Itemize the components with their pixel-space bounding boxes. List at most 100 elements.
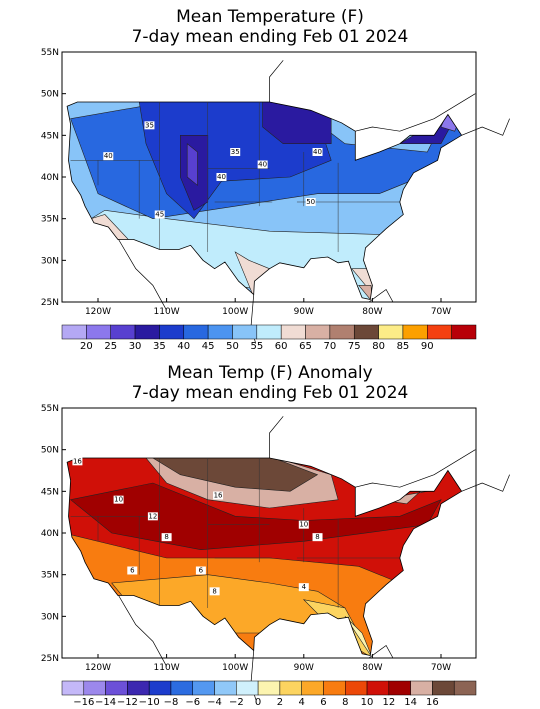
coastline [118, 595, 167, 667]
contour-label-bg [312, 533, 323, 542]
contour-label: 8 [315, 533, 319, 541]
legend-swatch [280, 324, 306, 340]
lat-label: 55N [41, 48, 59, 58]
lat-label: 50N [41, 90, 59, 100]
legend-label: −6 [185, 697, 200, 708]
contour-label: 40 [258, 160, 267, 168]
contour-label: 40 [313, 148, 322, 156]
contour-label-bg [113, 495, 124, 504]
legend-swatch [148, 680, 172, 696]
coastline [269, 416, 284, 458]
lat-label: 45N [41, 487, 59, 497]
lat-label: 50N [41, 446, 59, 456]
contour-label: 40 [104, 152, 113, 160]
legend-swatch [453, 680, 477, 696]
contour-label: 8 [164, 533, 168, 541]
legend-label: 45 [202, 341, 215, 352]
legend-swatch [432, 680, 455, 696]
legend-swatch [61, 324, 87, 340]
coastline [355, 449, 476, 488]
contour-label-bg [298, 520, 309, 529]
legend-label: 85 [397, 341, 410, 352]
coastline [269, 60, 284, 102]
legend-label: 75 [348, 341, 361, 352]
contour-label: 40 [217, 173, 226, 181]
legend-swatch [410, 680, 433, 696]
lon-label: 110W [154, 307, 180, 317]
legend-label: 12 [382, 697, 395, 708]
contour-region [151, 458, 319, 492]
contour-label-bg [213, 491, 224, 500]
legend-label: 60 [275, 341, 288, 352]
contour-label-bg [195, 566, 206, 575]
lon-label: 90W [294, 663, 314, 673]
lat-label: 35N [41, 215, 59, 225]
legend-label: 20 [80, 341, 93, 352]
legend-swatch [402, 324, 428, 340]
legend-label: 16 [426, 697, 439, 708]
legend-label: 35 [153, 341, 166, 352]
legend-label: 0 [255, 697, 261, 708]
legend-swatch [232, 324, 258, 340]
contour-label: 8 [212, 587, 216, 595]
legend-label: −2 [229, 697, 244, 708]
coastline [461, 474, 510, 492]
contour-label: 10 [114, 496, 123, 504]
legend-label: 40 [177, 341, 190, 352]
legend-label: 8 [342, 697, 348, 708]
legend-swatch [183, 324, 209, 340]
legend-swatch [345, 680, 368, 696]
legend-label: −14 [95, 697, 116, 708]
us-fill [67, 458, 462, 656]
legend-swatch [207, 324, 233, 340]
legend-label: −8 [164, 697, 179, 708]
legend-swatch [353, 324, 379, 340]
legend-label: −16 [73, 697, 94, 708]
lat-label: 55N [41, 404, 59, 414]
legend-swatch [192, 680, 215, 696]
coastline [368, 644, 394, 659]
lon-label: 70W [431, 307, 451, 317]
contour-label: 16 [214, 491, 223, 499]
lon-label: 80W [362, 307, 382, 317]
legend-swatch [256, 324, 282, 340]
contour-label-bg [312, 147, 323, 156]
legend-swatch [301, 680, 324, 696]
lat-label: 35N [41, 571, 59, 581]
us-outline [66, 101, 463, 300]
lon-label: 90W [294, 307, 314, 317]
legend-label: 4 [298, 697, 304, 708]
legend-swatch [366, 680, 390, 696]
map-subtitle: 7-day mean ending Feb 01 2024 [132, 383, 409, 403]
legend-label: 30 [129, 341, 142, 352]
us-fill [67, 102, 462, 300]
contour-label-bg [147, 512, 158, 521]
lon-label: 120W [85, 307, 111, 317]
legend-swatch [170, 680, 193, 696]
contour-label-bg [144, 121, 155, 130]
lat-label: 30N [41, 256, 59, 266]
contour-label-bg [127, 566, 138, 575]
legend-swatch [105, 680, 128, 696]
contour-label: 50 [306, 198, 315, 206]
legend-swatch [427, 324, 452, 340]
contour-label-bg [257, 160, 268, 169]
legend-swatch [86, 324, 111, 340]
legend-label: 6 [320, 697, 326, 708]
contour-label-bg [305, 197, 316, 206]
us-outline [66, 457, 463, 656]
contour-label: 6 [199, 566, 204, 574]
legend-swatch [127, 680, 150, 696]
lon-label: 100W [222, 663, 248, 673]
legend-label: 14 [404, 697, 417, 708]
contour-label-bg [216, 172, 227, 181]
legend-swatch [83, 680, 106, 696]
legend-swatch [110, 324, 136, 340]
lon-label: 70W [431, 663, 451, 673]
legend-label: 2 [277, 697, 283, 708]
legend-label: −10 [139, 697, 160, 708]
legend-swatch [388, 680, 411, 696]
lon-label: 100W [222, 307, 248, 317]
contour-label: 35 [231, 148, 240, 156]
